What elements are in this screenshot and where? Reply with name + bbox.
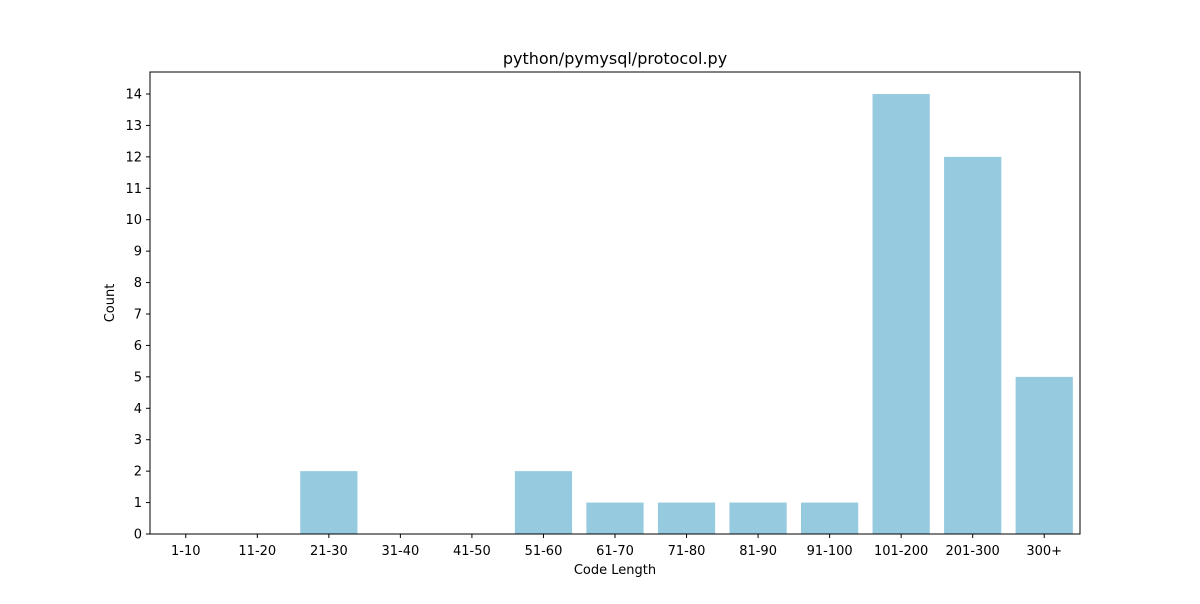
y-tick-label: 11 xyxy=(125,182,142,197)
y-tick-label: 10 xyxy=(125,213,142,228)
x-tick-label: 71-80 xyxy=(668,544,706,559)
x-tick-label: 201-300 xyxy=(946,544,1000,559)
y-tick-label: 6 xyxy=(134,339,142,354)
y-tick-label: 0 xyxy=(134,528,142,543)
bar xyxy=(586,502,644,534)
chart-title: python/pymysql/protocol.py xyxy=(503,49,727,68)
bar xyxy=(657,502,716,534)
y-tick-label: 3 xyxy=(134,433,142,448)
x-axis-label: Code Length xyxy=(574,563,656,578)
x-axis-ticks: 1-10 11-20 21-30 31-40 41-50 51-60 61-70 71-80 8… xyxy=(171,534,1062,559)
x-tick-label: 51-60 xyxy=(525,544,563,559)
y-tick-label: 12 xyxy=(125,150,142,165)
y-tick-label: 4 xyxy=(134,402,142,417)
y-tick-label: 8 xyxy=(134,276,142,291)
bar xyxy=(944,156,1002,535)
y-axis-label: Count xyxy=(103,284,118,323)
x-tick-label: 300+ xyxy=(1026,544,1062,559)
plot-frame xyxy=(149,71,1081,535)
x-tick-label: 31-40 xyxy=(381,544,419,559)
x-tick-label: 41-50 xyxy=(453,544,491,559)
y-tick-label: 2 xyxy=(134,465,142,480)
bars-layer xyxy=(300,94,1073,535)
y-tick-label: 14 xyxy=(125,88,142,103)
x-tick-label: 101-200 xyxy=(874,544,928,559)
x-tick-label: 11-20 xyxy=(238,544,276,559)
x-tick-label: 61-70 xyxy=(596,544,634,559)
bar xyxy=(300,471,358,534)
x-tick-label: 1-10 xyxy=(171,544,201,559)
bar xyxy=(1015,376,1073,534)
y-tick-label: 9 xyxy=(134,245,142,260)
x-tick-label: 81-90 xyxy=(739,544,777,559)
y-tick-label: 13 xyxy=(125,119,142,134)
bar xyxy=(729,502,787,534)
y-tick-label: 7 xyxy=(134,308,142,323)
y-tick-label: 1 xyxy=(134,496,142,511)
bar xyxy=(801,502,859,534)
bar xyxy=(872,94,930,534)
bar xyxy=(514,471,573,534)
x-tick-label: 21-30 xyxy=(310,544,348,559)
y-tick-label: 5 xyxy=(134,370,142,385)
x-tick-label: 91-100 xyxy=(807,544,853,559)
